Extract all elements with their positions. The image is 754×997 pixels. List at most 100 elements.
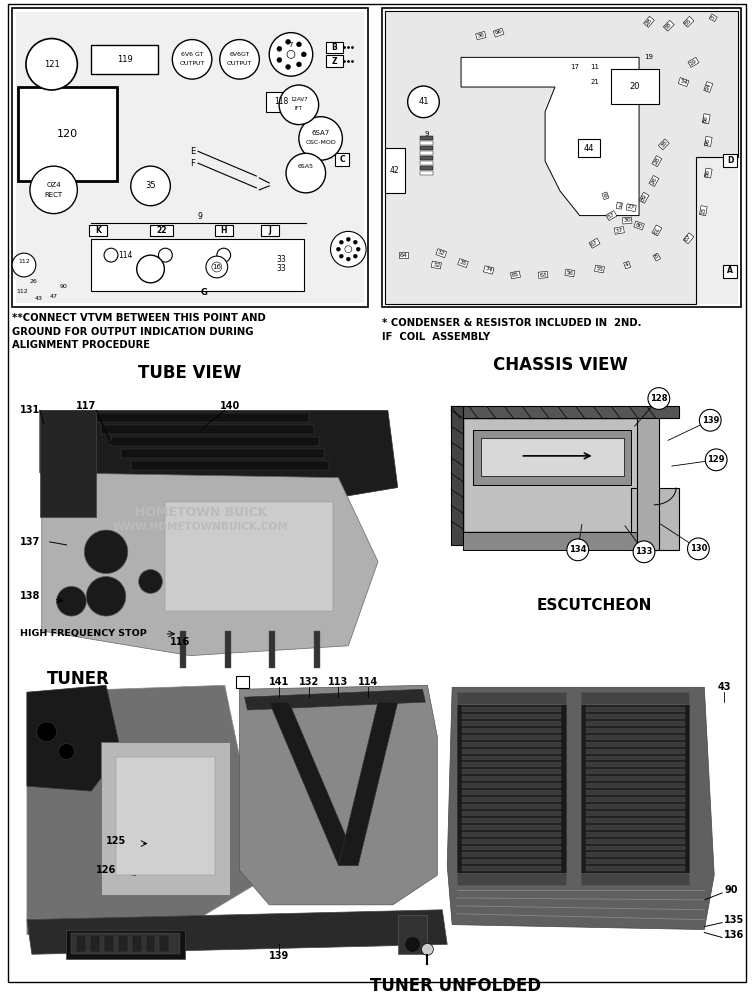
- Text: 11: 11: [590, 64, 599, 70]
- Circle shape: [567, 539, 589, 560]
- Bar: [121, 449, 323, 458]
- Text: 125: 125: [106, 835, 126, 845]
- Text: 96: 96: [494, 29, 503, 36]
- Text: 61: 61: [653, 225, 661, 235]
- Bar: [586, 866, 685, 871]
- Text: 33: 33: [276, 254, 286, 263]
- Bar: [101, 742, 230, 895]
- Bar: [463, 532, 656, 549]
- Bar: [104, 934, 114, 952]
- Bar: [457, 873, 566, 885]
- Circle shape: [421, 943, 434, 955]
- Circle shape: [648, 388, 670, 410]
- Polygon shape: [461, 58, 639, 215]
- Text: 8: 8: [654, 254, 660, 260]
- Bar: [586, 728, 685, 733]
- Text: 9: 9: [198, 212, 202, 221]
- Bar: [586, 845, 685, 850]
- Circle shape: [37, 722, 57, 742]
- Text: 114: 114: [118, 250, 132, 259]
- Bar: [91, 239, 304, 291]
- Bar: [586, 770, 685, 775]
- Circle shape: [158, 248, 173, 262]
- Bar: [611, 69, 659, 104]
- Bar: [462, 811, 561, 816]
- Bar: [462, 838, 561, 843]
- Text: 80: 80: [635, 221, 644, 229]
- Circle shape: [356, 247, 360, 251]
- Bar: [586, 742, 685, 747]
- Text: WWW.HOMETOWNBUICK.COM: WWW.HOMETOWNBUICK.COM: [113, 522, 289, 532]
- Text: 26: 26: [650, 176, 658, 185]
- Circle shape: [219, 40, 259, 79]
- Text: 121: 121: [44, 60, 60, 69]
- Circle shape: [84, 530, 127, 573]
- Bar: [581, 692, 689, 885]
- Bar: [581, 873, 689, 885]
- Polygon shape: [385, 11, 738, 304]
- Text: 6SA5: 6SA5: [298, 164, 314, 168]
- Text: 114: 114: [358, 677, 379, 687]
- Bar: [462, 845, 561, 850]
- Bar: [419, 166, 434, 170]
- Text: 67: 67: [590, 239, 599, 247]
- Bar: [262, 225, 279, 236]
- Bar: [462, 700, 561, 705]
- Bar: [12, 677, 741, 969]
- Bar: [586, 707, 685, 712]
- Bar: [419, 147, 434, 151]
- Circle shape: [130, 166, 170, 205]
- Circle shape: [12, 253, 36, 277]
- Circle shape: [299, 117, 342, 161]
- Bar: [132, 934, 142, 952]
- Circle shape: [688, 538, 710, 559]
- Bar: [586, 859, 685, 864]
- Bar: [419, 142, 434, 146]
- Text: 20: 20: [630, 82, 640, 91]
- Text: G: G: [201, 288, 207, 297]
- Text: 86: 86: [705, 168, 712, 177]
- Bar: [451, 407, 463, 545]
- Circle shape: [286, 40, 290, 44]
- Text: 128: 128: [650, 394, 667, 403]
- Bar: [457, 692, 566, 885]
- Text: 132: 132: [299, 677, 319, 687]
- Text: 2: 2: [617, 202, 622, 208]
- Bar: [419, 171, 434, 175]
- Bar: [586, 784, 685, 789]
- Text: **CONNECT VTVM BETWEEN THIS POINT AND
GROUND FOR OUTPUT INDICATION DURING
ALIGNM: **CONNECT VTVM BETWEEN THIS POINT AND GR…: [12, 313, 266, 350]
- Bar: [462, 859, 561, 864]
- Text: 19: 19: [689, 58, 698, 67]
- Bar: [385, 11, 738, 304]
- Bar: [586, 756, 685, 761]
- Text: 9: 9: [425, 131, 429, 137]
- Text: 129: 129: [707, 456, 725, 465]
- Polygon shape: [447, 687, 714, 929]
- Bar: [723, 155, 737, 167]
- Circle shape: [279, 85, 319, 125]
- Text: J: J: [268, 226, 271, 235]
- Circle shape: [286, 65, 290, 70]
- Circle shape: [296, 62, 302, 67]
- Bar: [225, 631, 231, 669]
- Bar: [586, 797, 685, 802]
- Text: 130: 130: [690, 544, 707, 553]
- Bar: [116, 757, 215, 875]
- Bar: [586, 777, 685, 782]
- Circle shape: [339, 254, 343, 258]
- Text: 135: 135: [724, 914, 744, 924]
- Circle shape: [26, 39, 78, 90]
- Text: 32: 32: [432, 262, 440, 268]
- Text: 90: 90: [60, 284, 67, 289]
- Text: 47: 47: [50, 294, 57, 299]
- Text: 116: 116: [170, 637, 190, 647]
- Bar: [382, 8, 741, 306]
- Text: 56: 56: [566, 270, 574, 276]
- Text: 54: 54: [679, 79, 688, 86]
- Text: 90: 90: [724, 885, 737, 895]
- Text: 12AV7: 12AV7: [290, 98, 308, 103]
- Bar: [145, 274, 157, 279]
- Circle shape: [354, 254, 357, 258]
- Bar: [18, 87, 117, 181]
- Text: 44: 44: [584, 144, 594, 153]
